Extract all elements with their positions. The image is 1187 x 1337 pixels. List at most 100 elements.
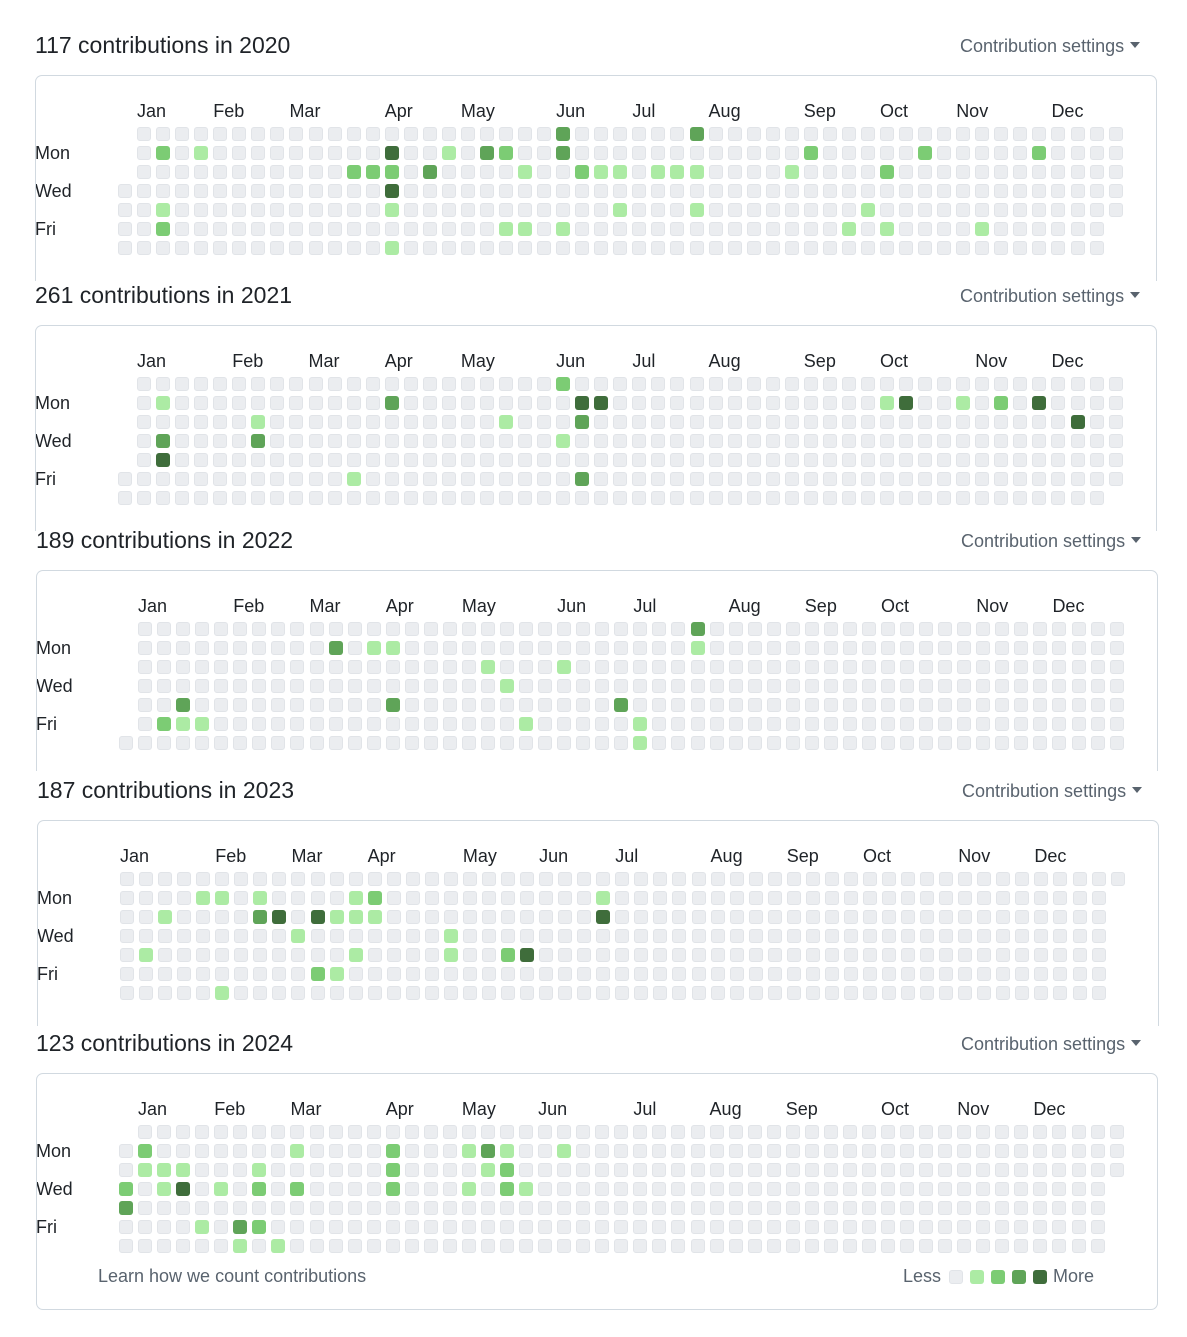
contribution-day-cell[interactable] (442, 1239, 457, 1254)
contribution-day-cell[interactable] (405, 910, 420, 925)
contribution-settings-button[interactable]: Contribution settings (960, 286, 1141, 307)
contribution-day-cell[interactable] (289, 165, 304, 180)
contribution-day-cell[interactable] (443, 891, 458, 906)
contribution-day-cell[interactable] (557, 641, 572, 656)
contribution-day-cell[interactable] (291, 891, 306, 906)
contribution-day-cell[interactable] (176, 641, 191, 656)
contribution-day-cell[interactable] (194, 203, 209, 218)
contribution-day-cell[interactable] (365, 415, 380, 430)
contribution-day-cell[interactable] (501, 929, 515, 944)
contribution-day-cell[interactable] (615, 910, 630, 925)
contribution-day-cell[interactable] (670, 203, 685, 218)
contribution-day-cell[interactable] (881, 660, 895, 675)
contribution-day-cell[interactable] (805, 891, 820, 906)
contribution-day-cell[interactable] (441, 127, 456, 141)
contribution-day-cell[interactable] (214, 622, 229, 636)
contribution-day-cell[interactable] (576, 1239, 591, 1254)
contribution-day-cell[interactable] (804, 1182, 819, 1197)
contribution-day-cell[interactable] (215, 967, 230, 982)
contribution-day-cell[interactable] (957, 622, 972, 636)
contribution-day-cell[interactable] (442, 1144, 457, 1159)
contribution-day-cell[interactable] (786, 872, 801, 886)
contribution-day-cell[interactable] (1090, 717, 1105, 732)
contribution-day-cell[interactable] (860, 184, 875, 199)
contribution-day-cell[interactable] (804, 698, 819, 713)
contribution-day-cell[interactable] (614, 660, 629, 675)
contribution-day-cell[interactable] (158, 910, 173, 925)
contribution-day-cell[interactable] (784, 146, 799, 161)
contribution-day-cell[interactable] (671, 1163, 686, 1178)
contribution-day-cell[interactable] (405, 929, 420, 944)
contribution-day-cell[interactable] (270, 146, 285, 161)
contribution-day-cell[interactable] (518, 472, 533, 487)
contribution-day-cell[interactable] (1032, 127, 1047, 141)
contribution-day-cell[interactable] (1070, 415, 1085, 430)
contribution-day-cell[interactable] (403, 203, 418, 218)
contribution-day-cell[interactable] (651, 434, 666, 449)
contribution-day-cell[interactable] (803, 396, 818, 411)
contribution-day-cell[interactable] (957, 717, 972, 732)
contribution-day-cell[interactable] (651, 203, 666, 218)
contribution-day-cell[interactable] (557, 736, 572, 751)
contribution-day-cell[interactable] (822, 453, 837, 468)
contribution-day-cell[interactable] (422, 472, 437, 487)
contribution-day-cell[interactable] (232, 203, 247, 218)
contribution-day-cell[interactable] (157, 1182, 172, 1197)
contribution-day-cell[interactable] (213, 146, 228, 161)
contribution-day-cell[interactable] (822, 146, 837, 161)
contribution-day-cell[interactable] (175, 472, 190, 487)
contribution-day-cell[interactable] (1071, 679, 1086, 694)
contribution-day-cell[interactable] (766, 1239, 781, 1254)
contribution-day-cell[interactable] (919, 622, 934, 636)
contribution-day-cell[interactable] (882, 986, 896, 1001)
contribution-day-cell[interactable] (976, 717, 991, 732)
contribution-day-cell[interactable] (1108, 415, 1123, 430)
contribution-day-cell[interactable] (1053, 929, 1068, 944)
contribution-day-cell[interactable] (175, 434, 190, 449)
contribution-day-cell[interactable] (404, 660, 419, 675)
contribution-day-cell[interactable] (518, 415, 533, 430)
contribution-day-cell[interactable] (271, 1182, 286, 1197)
contribution-day-cell[interactable] (518, 127, 533, 141)
contribution-day-cell[interactable] (860, 241, 875, 256)
contribution-day-cell[interactable] (594, 377, 609, 391)
contribution-day-cell[interactable] (481, 872, 496, 886)
contribution-day-cell[interactable] (291, 872, 306, 886)
contribution-day-cell[interactable] (327, 434, 342, 449)
contribution-day-cell[interactable] (1052, 1182, 1067, 1197)
contribution-day-cell[interactable] (1033, 679, 1048, 694)
contribution-day-cell[interactable] (234, 872, 249, 886)
contribution-day-cell[interactable] (803, 415, 818, 430)
contribution-day-cell[interactable] (1070, 127, 1085, 141)
contribution-day-cell[interactable] (1089, 203, 1104, 218)
contribution-day-cell[interactable] (423, 1239, 438, 1254)
contribution-day-cell[interactable] (1033, 1201, 1048, 1216)
contribution-day-cell[interactable] (765, 396, 780, 411)
contribution-day-cell[interactable] (862, 872, 877, 886)
contribution-day-cell[interactable] (403, 396, 418, 411)
contribution-day-cell[interactable] (765, 377, 780, 391)
contribution-day-cell[interactable] (423, 736, 438, 751)
contribution-day-cell[interactable] (614, 698, 629, 713)
contribution-day-cell[interactable] (537, 453, 552, 468)
contribution-day-cell[interactable] (919, 717, 934, 732)
contribution-day-cell[interactable] (766, 1220, 781, 1235)
contribution-day-cell[interactable] (138, 1144, 153, 1159)
contribution-day-cell[interactable] (499, 203, 513, 218)
contribution-day-cell[interactable] (1051, 241, 1066, 256)
contribution-day-cell[interactable] (594, 203, 609, 218)
contribution-day-cell[interactable] (937, 472, 952, 487)
contribution-day-cell[interactable] (860, 165, 875, 180)
contribution-day-cell[interactable] (479, 127, 494, 141)
contribution-day-cell[interactable] (994, 491, 1009, 506)
contribution-day-cell[interactable] (939, 929, 954, 944)
contribution-day-cell[interactable] (880, 222, 894, 237)
contribution-day-cell[interactable] (805, 872, 820, 886)
contribution-day-cell[interactable] (575, 146, 590, 161)
contribution-day-cell[interactable] (1070, 241, 1085, 256)
contribution-day-cell[interactable] (784, 472, 799, 487)
contribution-day-cell[interactable] (1053, 872, 1068, 886)
contribution-day-cell[interactable] (842, 736, 857, 751)
contribution-day-cell[interactable] (537, 491, 552, 506)
contribution-day-cell[interactable] (442, 1201, 457, 1216)
